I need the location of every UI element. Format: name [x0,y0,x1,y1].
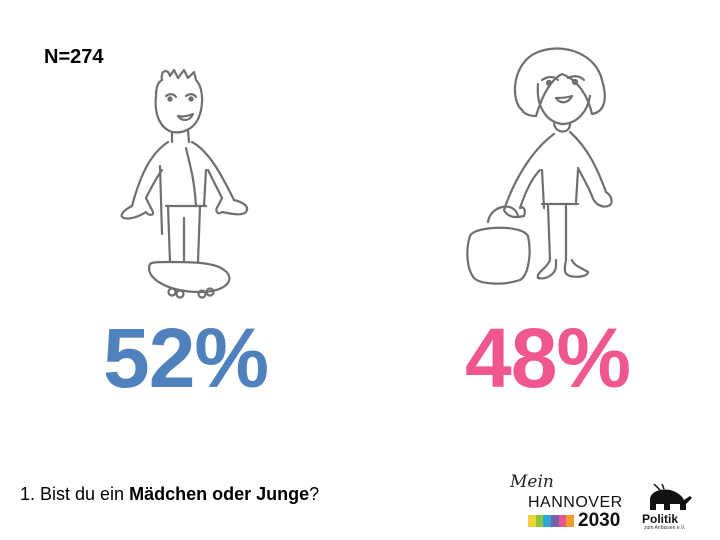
logo-stripe [551,515,559,527]
logo-color-stripes [528,515,575,527]
question-emphasis: Mädchen oder Junge [129,484,310,504]
logo-politik-subtext: zum Anfassen e.V. [644,525,686,531]
politik-zum-anfassen-logo: Politik zum Anfassen e.V. [640,483,696,534]
logo-politik-text: Politik [642,512,679,526]
mein-hannover-2030-logo: Mein HANNOVER 2030 [504,472,632,534]
logo-stripe [558,515,567,527]
survey-question: 1. Bist du ein Mädchen oder Junge? [20,484,319,505]
boy-drawing [110,66,270,306]
question-suffix: ? [309,484,320,504]
logo-stripe [535,515,544,527]
logo-stripe [543,515,552,527]
logo-stripe [566,515,575,527]
question-prefix: 1. Bist du ein [20,484,130,504]
logo-stripe [528,515,536,527]
elephant-logo-icon [650,483,692,510]
logo-hannover-text: HANNOVER [528,494,623,511]
girl-drawing [452,40,632,290]
sample-size-label: N=274 [44,46,104,68]
boys-percentage-label: 52% [103,311,269,405]
logo-year-text: 2030 [578,510,621,531]
girls-percentage-label: 48% [465,311,631,405]
logo-mein-text: Mein [510,472,554,492]
